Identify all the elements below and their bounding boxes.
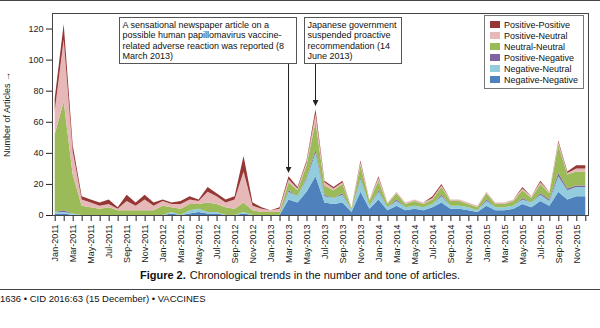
svg-text:Sep-2012: Sep-2012	[230, 225, 240, 264]
html-text:Positive-Positive: Positive-Positive	[504, 19, 570, 30]
svg-text:Sep-2014: Sep-2014	[446, 225, 456, 264]
html-text:1636 • CID 2016:63 (15 Decembe: 1636 • CID 2016:63 (15 December) • VACCI…	[0, 293, 206, 304]
svg-text:Jul-2012: Jul-2012	[212, 225, 222, 260]
html-text:Negative-Neutral: Negative-Neutral	[504, 63, 572, 74]
svg-text:Sep-2011: Sep-2011	[122, 225, 132, 263]
html-text:A sensational newspaper articl: A sensational newspaper article on a pos…	[122, 20, 285, 61]
svg-text:Mar-2015: Mar-2015	[500, 225, 510, 264]
svg-text:20: 20	[33, 179, 43, 189]
svg-text:Jan-2012: Jan-2012	[158, 225, 168, 263]
svg-text:Jul-2013: Jul-2013	[320, 225, 330, 260]
svg-text:0: 0	[38, 210, 43, 220]
svg-text:Jul-2011: Jul-2011	[104, 225, 114, 259]
svg-text:May-2011: May-2011	[86, 225, 96, 264]
svg-text:Jan-2014: Jan-2014	[374, 225, 384, 263]
svg-text:60: 60	[33, 117, 43, 127]
svg-text:Sep-2013: Sep-2013	[338, 225, 348, 264]
html-text:Japanese government suspended: Japanese government suspended proactive …	[307, 20, 397, 61]
html-text:Negative-Negative: Negative-Negative	[504, 74, 578, 85]
svg-text:100: 100	[28, 55, 43, 65]
svg-text:May-2015: May-2015	[518, 225, 528, 265]
html-text:Neutral-Neutral: Neutral-Neutral	[504, 41, 565, 52]
html-text:Positive-Neutral: Positive-Neutral	[504, 30, 568, 41]
svg-text:Nov-2011: Nov-2011	[140, 225, 150, 263]
svg-text:Nov-2013: Nov-2013	[356, 225, 366, 264]
svg-text:Jan-2013: Jan-2013	[266, 225, 276, 263]
svg-text:Jul-2015: Jul-2015	[536, 225, 546, 260]
svg-text:Mar-2014: Mar-2014	[392, 225, 402, 264]
svg-text:Jul-2014: Jul-2014	[428, 225, 438, 260]
svg-text:May-2013: May-2013	[302, 225, 312, 265]
svg-text:Mar-2013: Mar-2013	[284, 225, 294, 264]
svg-text:Number of Articles →: Number of Articles →	[2, 72, 12, 157]
svg-text:120: 120	[28, 24, 43, 34]
svg-text:Nov-2014: Nov-2014	[464, 225, 474, 264]
svg-text:May-2012: May-2012	[194, 225, 204, 265]
svg-text:Sep-2015: Sep-2015	[554, 225, 564, 264]
html-text:Positive-Negative: Positive-Negative	[504, 52, 574, 63]
svg-text:Mar-2011: Mar-2011	[68, 225, 78, 263]
html-text:Figure 2. Chronological trends: Figure 2. Chronological trends in the nu…	[139, 269, 461, 281]
svg-text:Nov-2012: Nov-2012	[248, 225, 258, 264]
svg-text:Jan-2011: Jan-2011	[50, 225, 60, 262]
svg-text:Nov-2015: Nov-2015	[572, 225, 582, 264]
svg-text:40: 40	[33, 148, 43, 158]
svg-text:May-2014: May-2014	[410, 225, 420, 265]
svg-text:80: 80	[33, 86, 43, 96]
svg-text:Jan-2015: Jan-2015	[482, 225, 492, 263]
svg-text:Mar-2012: Mar-2012	[176, 225, 186, 264]
